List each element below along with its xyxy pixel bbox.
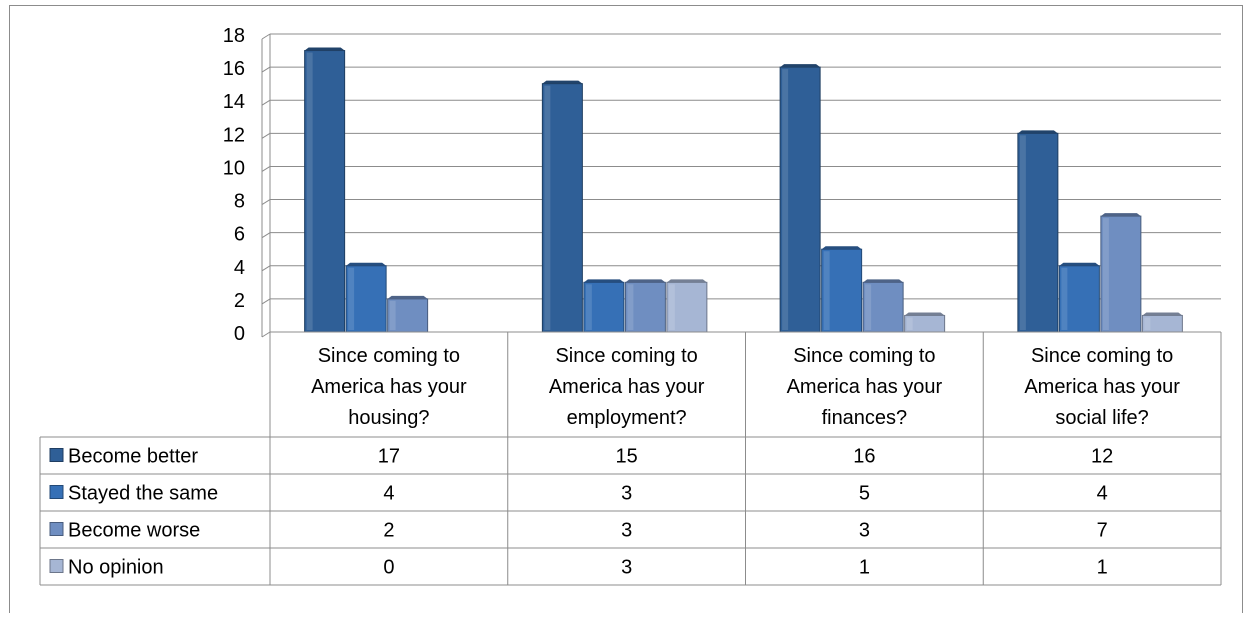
y-tick-label: 14 (223, 91, 245, 113)
gridline-side (262, 233, 270, 238)
category-label: housing? (348, 407, 429, 429)
data-label: 3 (621, 520, 632, 542)
gridline-side (262, 34, 270, 39)
gridline-side (262, 100, 270, 105)
y-tick-label: 4 (234, 257, 245, 279)
bars (305, 48, 1183, 332)
bar (1142, 312, 1182, 332)
category-label: Since coming to (555, 345, 697, 367)
data-label: 3 (621, 557, 632, 579)
bar (863, 279, 903, 332)
y-axis-ticks: 0 2 4 6 8 10 12 14 16 18 (223, 25, 245, 345)
category-label: America has your (1024, 376, 1180, 398)
legend-label: Become better (68, 446, 198, 468)
legend-label: Stayed the same (68, 483, 218, 505)
category-label: Since coming to (793, 345, 935, 367)
data-label: 16 (853, 446, 875, 468)
y-tick-label: 12 (223, 124, 245, 146)
data-label: 12 (1091, 446, 1113, 468)
data-label: 3 (859, 520, 870, 542)
legend-label: Become worse (68, 520, 200, 542)
bar (1059, 263, 1099, 332)
bar (905, 312, 945, 332)
data-label: 1 (859, 557, 870, 579)
bar (388, 296, 428, 332)
y-tick-label: 6 (234, 224, 245, 246)
legend-key (50, 486, 63, 499)
data-table: Since coming to America has your housing? S… (40, 332, 1221, 585)
category-label: America has your (311, 376, 467, 398)
bar (822, 246, 862, 332)
data-label: 0 (383, 557, 394, 579)
gridline-side (262, 332, 270, 337)
gridline-side (262, 67, 270, 72)
data-label: 17 (378, 446, 400, 468)
bar (346, 263, 386, 332)
legend-label: No opinion (68, 557, 164, 579)
y-tick-label: 8 (234, 191, 245, 213)
data-label: 2 (383, 520, 394, 542)
bar (780, 64, 820, 332)
gridline-side (262, 133, 270, 138)
bar (1018, 130, 1058, 332)
data-label: 4 (383, 483, 394, 505)
bar (584, 279, 624, 332)
legend-key (50, 560, 63, 573)
bar (305, 48, 345, 332)
gridline-side (262, 266, 270, 271)
category-label: social life? (1055, 407, 1148, 429)
data-label: 5 (859, 483, 870, 505)
data-label: 7 (1097, 520, 1108, 542)
bar (542, 81, 582, 332)
data-label: 4 (1097, 483, 1108, 505)
category-label: Since coming to (1031, 345, 1173, 367)
category-label: finances? (822, 407, 908, 429)
y-tick-label: 10 (223, 157, 245, 179)
y-tick-label: 2 (234, 290, 245, 312)
gridline-side (262, 200, 270, 205)
bar (667, 279, 707, 332)
data-label: 3 (621, 483, 632, 505)
bar (625, 279, 665, 332)
data-label: 15 (616, 446, 638, 468)
category-label: Since coming to (318, 345, 460, 367)
legend-key (50, 523, 63, 536)
gridline-side (262, 299, 270, 304)
category-label: employment? (567, 407, 687, 429)
y-tick-label: 16 (223, 58, 245, 80)
data-label: 1 (1097, 557, 1108, 579)
legend-key (50, 449, 63, 462)
category-label: America has your (787, 376, 943, 398)
y-tick-label: 0 (234, 323, 245, 345)
y-tick-label: 18 (223, 25, 245, 47)
gridline-side (262, 166, 270, 171)
bar (1101, 213, 1141, 332)
category-label: America has your (549, 376, 705, 398)
